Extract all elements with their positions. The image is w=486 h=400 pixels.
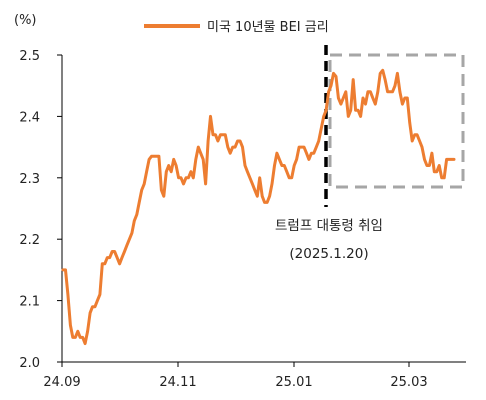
legend: 미국 10년물 BEI 금리 [144, 20, 329, 35]
series-line [61, 68, 456, 346]
highlight-box [328, 53, 465, 189]
y-tick-label: 2.2 [19, 233, 40, 248]
event-date-label: (2025.1.20) [289, 246, 368, 262]
y-tick-label: 2.5 [19, 49, 40, 64]
x-tick-label: 24.09 [43, 375, 80, 390]
y-tick-label: 2.3 [19, 172, 40, 187]
x-tick-label: 25.01 [275, 375, 312, 390]
x-tick-label: 25.03 [390, 375, 427, 390]
y-axis-ticks: 2.0 2.1 2.2 2.3 2.4 2.5 [19, 49, 62, 371]
x-axis-ticks: 24.09 24.11 25.01 25.03 [43, 362, 428, 390]
x-tick-label: 24.11 [159, 375, 196, 390]
y-tick-label: 2.1 [19, 295, 40, 310]
y-tick-label: 2.0 [19, 356, 40, 371]
y-unit-label: (%) [14, 13, 37, 28]
legend-label: 미국 10년물 BEI 금리 [207, 20, 329, 35]
y-tick-label: 2.4 [19, 110, 40, 125]
event-label: 트럼프 대통령 취임 [275, 218, 383, 234]
